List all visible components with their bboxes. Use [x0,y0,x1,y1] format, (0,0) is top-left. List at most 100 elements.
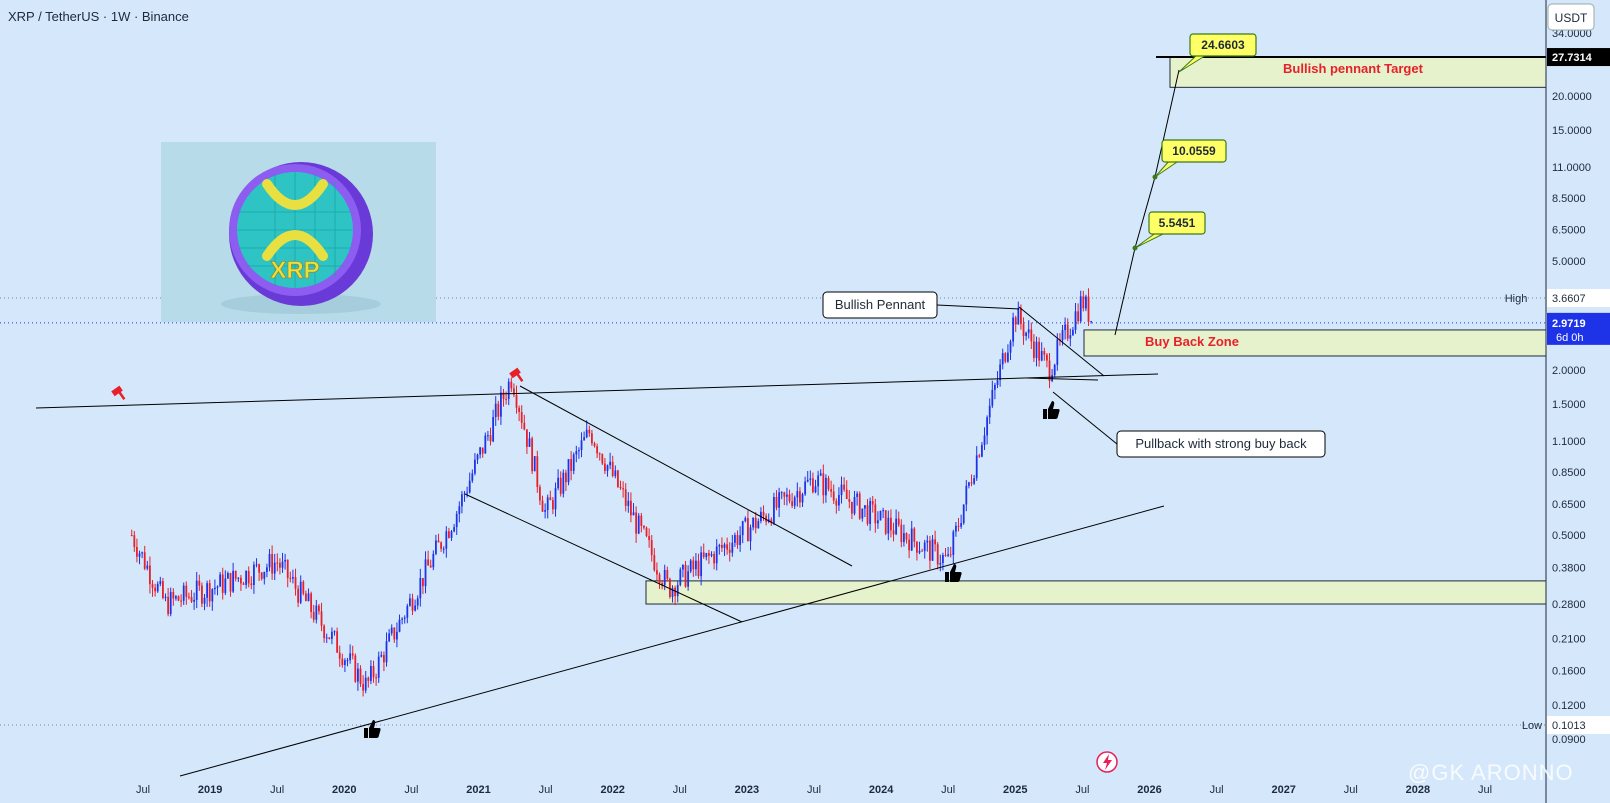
candle-body [814,486,817,493]
candle-body [219,574,222,587]
y-tick-label: 0.2800 [1552,599,1586,611]
callout-24-6603 [1189,33,1257,57]
x-tick-label: Jul [807,784,821,796]
target-zone [1169,56,1547,88]
candle-body [240,577,242,584]
x-tick-label: Jul [1478,784,1492,796]
candle-body [416,598,419,606]
candle-body [895,518,898,535]
x-tick-label: 2027 [1271,784,1295,796]
candle-body [268,554,271,568]
candle-body [705,553,708,558]
candle-body [676,584,679,597]
candle-body [138,553,141,557]
x-tick-label: Jul [539,784,553,796]
trend-line [1026,377,1099,381]
candle-body [302,581,305,594]
candle-body [801,494,804,503]
high-label: High [1505,293,1528,305]
unit-label: USDT [1555,11,1588,25]
candle-body [869,501,872,524]
buy-back-zone [1083,329,1547,357]
candle-body [809,478,812,480]
candle-body [344,660,346,665]
candle-body [242,583,245,585]
candle-body [978,455,981,457]
candle-body [762,511,765,516]
candle-body [739,535,742,545]
lightning-icon-bolt [1103,754,1112,770]
candle-body [799,491,801,503]
candle-body [528,438,531,447]
candle-body [1009,341,1012,353]
candle-body [1061,330,1064,341]
candle-body [942,554,944,563]
candle-body [349,653,352,661]
candle-body [611,461,614,476]
bullish-pennant-pointer [936,304,1020,310]
x-tick-label: 2028 [1406,784,1430,796]
candle-body [175,596,177,599]
x-tick-label: 2026 [1137,784,1161,796]
candle-body [203,597,206,604]
support-zone [645,580,1547,605]
candle-body [970,482,973,484]
candle-body [318,605,320,612]
candle-body [1074,311,1077,330]
xrp-logo-text: XRP [270,257,319,284]
y-tick-label: 0.1200 [1552,700,1586,712]
candle-body [1064,324,1067,331]
price-axis[interactable] [1546,0,1610,803]
candle-body [258,564,261,573]
candle-body [567,459,570,483]
candle-body [1038,341,1041,361]
candle-body [518,407,521,413]
candle-body [201,585,203,604]
candle-body [903,533,905,543]
candle-body [1020,307,1022,325]
high-price-value: 3.6607 [1552,293,1586,305]
candle-body [726,544,729,550]
candle-body [793,497,796,506]
candle-body [679,569,682,585]
candle-body [653,555,656,571]
countdown-label: 6d 0h [1556,332,1584,344]
candle-body [375,677,378,679]
candle-body [648,536,651,541]
candle-body [708,553,710,556]
candle-body [905,533,908,540]
candle-body [585,429,588,438]
thumbs-up-icon [364,720,381,738]
candle-body [864,505,866,509]
candle-body [728,549,731,553]
candle-body [221,574,224,593]
x-tick-label: Jul [941,784,955,796]
unit-button[interactable] [1547,3,1595,31]
candle-body [999,364,1002,381]
bullish-pennant-label-text: Bullish Pennant [835,297,926,312]
candle-body [377,656,380,678]
pullback-label-text: Pullback with strong buy back [1135,436,1307,451]
candle-body [1004,353,1007,362]
candle-body [991,389,994,406]
candle-body [331,631,333,639]
candle-body [778,492,781,508]
candle-body [427,559,430,566]
candle-body [281,561,284,568]
x-tick-label: 2022 [600,784,624,796]
candle-body [955,525,957,532]
candle-body [562,472,565,494]
candle-body [206,583,209,598]
candle-body [232,570,235,592]
projection-line [1114,69,1180,336]
candle-body [614,470,617,476]
candle-body [1048,360,1051,382]
candle-body [549,497,552,501]
candle-body [897,518,900,525]
xrp-coin-icon: XRP [221,162,381,314]
candle-body [466,492,469,494]
thumbs-up-icon [1043,401,1060,419]
candle-body [734,535,736,543]
candle-body [440,542,443,549]
